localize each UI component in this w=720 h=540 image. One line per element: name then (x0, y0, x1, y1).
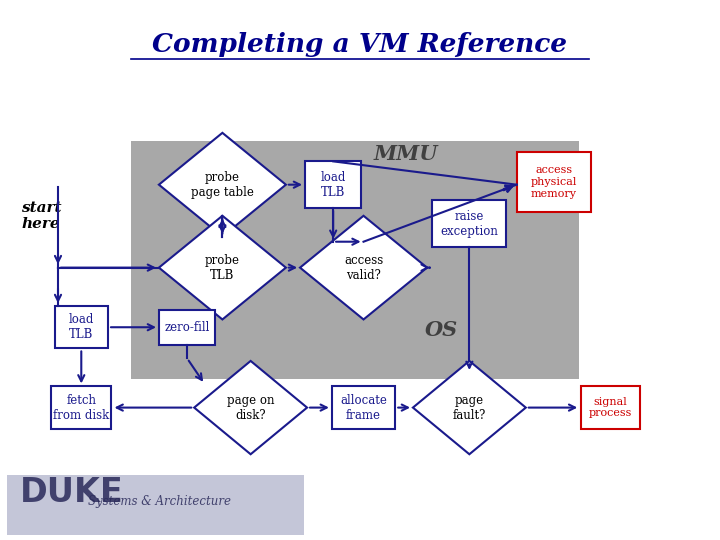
Text: start
here: start here (21, 201, 61, 231)
Polygon shape (159, 216, 286, 320)
FancyBboxPatch shape (432, 200, 506, 247)
Text: load
TLB: load TLB (68, 313, 94, 341)
Text: access
valid?: access valid? (344, 254, 383, 282)
Text: signal
process: signal process (589, 397, 632, 418)
Text: MMU: MMU (374, 144, 438, 164)
Text: OS: OS (425, 320, 458, 340)
Text: raise
exception: raise exception (441, 210, 498, 238)
Polygon shape (159, 133, 286, 237)
Polygon shape (194, 361, 307, 454)
Text: page
fault?: page fault? (453, 394, 486, 422)
FancyBboxPatch shape (580, 386, 641, 429)
FancyBboxPatch shape (130, 140, 579, 379)
FancyBboxPatch shape (332, 386, 395, 429)
Text: zero-fill: zero-fill (164, 321, 210, 334)
Bar (7, 475, 304, 535)
FancyBboxPatch shape (159, 309, 215, 345)
Text: page on
disk?: page on disk? (227, 394, 274, 422)
FancyBboxPatch shape (305, 161, 361, 208)
Text: DUKE: DUKE (20, 476, 124, 509)
Text: Completing a VM Reference: Completing a VM Reference (153, 32, 567, 57)
Text: fetch
from disk: fetch from disk (53, 394, 109, 422)
Text: load
TLB: load TLB (320, 171, 346, 199)
Polygon shape (300, 216, 427, 320)
FancyBboxPatch shape (55, 306, 108, 348)
Text: probe
page table: probe page table (191, 171, 254, 199)
Text: Systems & Architecture: Systems & Architecture (89, 495, 231, 508)
FancyBboxPatch shape (517, 152, 591, 212)
Text: allocate
frame: allocate frame (340, 394, 387, 422)
Text: probe
TLB: probe TLB (205, 254, 240, 282)
FancyBboxPatch shape (51, 386, 112, 429)
Polygon shape (413, 361, 526, 454)
Text: access
physical
memory: access physical memory (531, 165, 577, 199)
